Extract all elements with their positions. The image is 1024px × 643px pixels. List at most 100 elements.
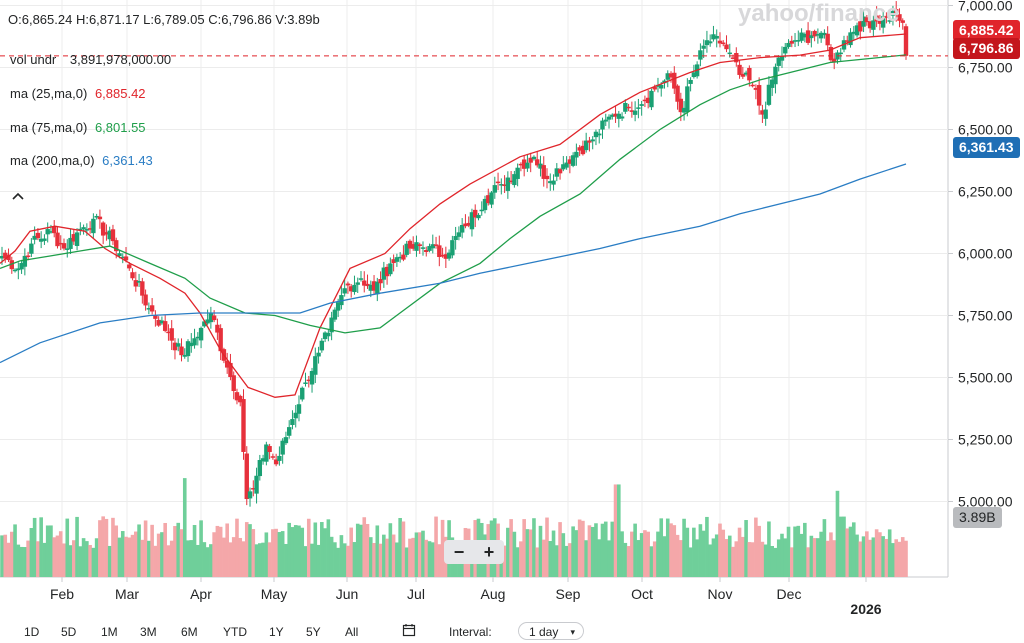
- candle-body: [55, 232, 60, 247]
- volume-bar: [835, 490, 840, 577]
- volume-bar: [770, 545, 774, 577]
- legend-label: ma (75,ma,0): [10, 120, 88, 135]
- volume-bar: [744, 520, 748, 577]
- candle-body: [747, 67, 752, 81]
- volume-bar: [812, 538, 817, 577]
- candle-body: [482, 198, 488, 211]
- volume-bar: [838, 516, 843, 577]
- volume-bar: [9, 531, 14, 577]
- candle-body: [0, 255, 5, 259]
- volume-bar: [776, 539, 781, 577]
- volume-bar: [398, 518, 402, 577]
- volume-bar: [669, 523, 673, 577]
- volume-bar: [587, 525, 592, 577]
- candle-body: [561, 164, 566, 170]
- candle-body: [401, 254, 406, 260]
- volume-bar: [528, 529, 533, 577]
- candle-body: [809, 35, 814, 39]
- zoom-out-button[interactable]: −: [453, 542, 465, 562]
- candle-body: [260, 458, 266, 462]
- volume-bar: [754, 517, 758, 577]
- candle-body: [375, 281, 380, 295]
- candle-body: [371, 281, 377, 291]
- volume-bar: [819, 531, 823, 577]
- volume-bar: [62, 543, 66, 577]
- candle-body: [378, 279, 383, 284]
- volume-bar: [42, 542, 47, 577]
- candle-body: [681, 107, 687, 113]
- candle-body: [642, 99, 648, 102]
- volume-bar: [395, 542, 399, 577]
- volume-bar: [39, 517, 43, 577]
- volume-bar: [708, 544, 712, 577]
- candle-body: [391, 259, 396, 264]
- candle-body: [717, 40, 723, 44]
- candle-body: [117, 253, 122, 257]
- candle-body: [270, 456, 276, 458]
- range-ytd-button[interactable]: YTD: [223, 625, 247, 639]
- range-1m-button[interactable]: 1M: [101, 625, 118, 639]
- calendar-icon[interactable]: [402, 623, 416, 640]
- range-5y-button[interactable]: 5Y: [306, 625, 321, 639]
- candle-body: [845, 40, 850, 42]
- candle-body: [195, 336, 201, 339]
- range-all-button[interactable]: All: [345, 625, 359, 639]
- candle-body: [437, 245, 442, 258]
- volume-bar: [143, 520, 148, 577]
- candlestick-chart[interactable]: 7,000.00 6,750.00 6,500.00 6,250.00 6,000.00…: [0, 0, 1024, 619]
- volume-bar: [346, 545, 350, 577]
- volume-bar: [430, 542, 435, 577]
- volume-bar: [23, 547, 27, 577]
- range-3m-button[interactable]: 3M: [140, 625, 157, 639]
- candle-body: [365, 283, 370, 287]
- volume-bar: [688, 547, 693, 577]
- volume-bar: [163, 522, 167, 577]
- volume-bar: [848, 526, 853, 577]
- candle-body: [84, 229, 90, 231]
- volume-bar: [104, 518, 109, 577]
- volume-bar: [548, 541, 553, 577]
- candle-body: [606, 116, 612, 120]
- candle-body: [159, 320, 165, 324]
- candle-body: [822, 32, 827, 36]
- legend-ma200[interactable]: ma (200,ma,0) 6,361.43: [10, 153, 153, 168]
- range-toolbar: 1D 5D 1M 3M 6M YTD 1Y 5Y All Interval: 1…: [0, 619, 1024, 643]
- volume-bar: [861, 536, 866, 577]
- candle-body: [300, 387, 305, 400]
- legend-vol-undr[interactable]: vol undr 3,891,978,000.00: [10, 52, 171, 67]
- volume-bar: [825, 540, 830, 577]
- candle-body: [172, 342, 178, 351]
- volume-bar: [617, 484, 621, 577]
- zoom-in-button[interactable]: +: [483, 542, 495, 562]
- range-5d-button[interactable]: 5D: [61, 625, 77, 639]
- volume-bar: [359, 524, 363, 577]
- volume-bar: [626, 546, 631, 577]
- candle-body: [433, 244, 439, 246]
- candle-body: [473, 209, 478, 218]
- candle-body: [322, 332, 328, 340]
- range-1d-button[interactable]: 1D: [24, 625, 40, 639]
- candle-body: [335, 302, 341, 311]
- candle-body: [580, 145, 586, 155]
- volume-bar: [401, 521, 406, 577]
- chevron-up-icon[interactable]: [12, 188, 24, 202]
- volume-bar: [16, 544, 21, 577]
- candle-body: [228, 362, 233, 377]
- volume-bar: [783, 538, 788, 577]
- legend-ma25[interactable]: ma (25,ma,0) 6,885.42: [10, 86, 146, 101]
- candle-body: [224, 360, 230, 368]
- range-6m-button[interactable]: 6M: [181, 625, 198, 639]
- range-1y-button[interactable]: 1Y: [269, 625, 284, 639]
- candle-body: [753, 87, 759, 90]
- candle-body: [293, 412, 298, 419]
- candle-body: [600, 120, 605, 130]
- volume-bar: [685, 527, 690, 577]
- volume-bar: [228, 542, 233, 577]
- volume-bar: [355, 523, 360, 577]
- volume-bar: [85, 541, 89, 577]
- candle-body: [153, 315, 158, 319]
- interval-select[interactable]: 1 day ▾: [518, 622, 584, 640]
- legend-ma75[interactable]: ma (75,ma,0) 6,801.55: [10, 120, 146, 135]
- time-axis-label: Sep: [556, 586, 581, 602]
- candle-body: [407, 240, 413, 249]
